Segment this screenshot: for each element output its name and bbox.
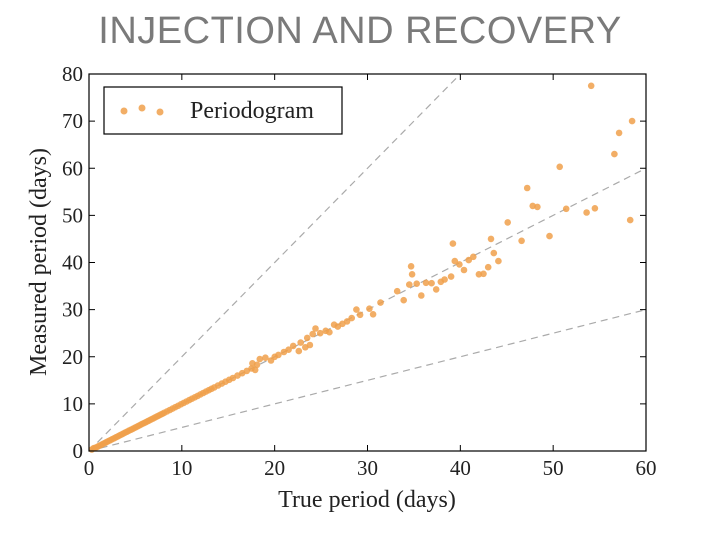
y-tick-label: 10 <box>62 392 83 416</box>
data-point <box>309 330 317 338</box>
data-point <box>316 329 324 337</box>
data-point <box>628 117 636 125</box>
data-point <box>611 150 618 158</box>
data-point <box>487 235 495 243</box>
data-point <box>441 276 448 283</box>
legend-marker <box>120 107 128 115</box>
data-point <box>470 253 477 261</box>
x-tick-label: 10 <box>171 456 192 480</box>
data-point <box>366 305 373 313</box>
data-point <box>422 279 430 287</box>
data-point <box>460 266 468 274</box>
data-point <box>626 216 634 224</box>
x-tick-label: 20 <box>264 456 285 480</box>
data-point <box>523 184 531 192</box>
x-tick-label: 50 <box>543 456 564 480</box>
data-point <box>303 334 311 342</box>
data-point <box>490 249 498 257</box>
axis-ticks <box>88 73 647 452</box>
data-points <box>88 82 636 453</box>
data-point <box>256 355 264 363</box>
data-point <box>343 318 351 325</box>
data-point <box>504 219 512 226</box>
data-point <box>348 314 356 322</box>
data-point <box>312 325 319 332</box>
x-tick-label: 40 <box>450 456 471 480</box>
data-point <box>518 237 525 245</box>
y-tick-label: 40 <box>62 251 83 275</box>
legend-marker <box>156 108 164 116</box>
data-point <box>306 341 314 349</box>
data-point <box>353 306 360 313</box>
data-point <box>562 205 570 213</box>
data-point <box>556 163 563 171</box>
data-point <box>356 311 364 319</box>
x-tick-label: 0 <box>84 456 95 480</box>
data-point <box>408 271 416 278</box>
data-point <box>428 279 435 287</box>
data-point <box>262 354 269 362</box>
data-point <box>393 287 401 295</box>
x-tick-label: 60 <box>636 456 657 480</box>
legend: Periodogram <box>103 86 343 135</box>
data-point <box>295 347 303 355</box>
data-point <box>432 286 440 293</box>
data-point <box>591 205 599 212</box>
y-tick-label: 50 <box>62 203 83 227</box>
data-point <box>297 339 305 346</box>
data-point <box>253 361 261 369</box>
data-point <box>418 292 425 299</box>
data-point <box>465 256 473 264</box>
y-tick-label: 70 <box>62 109 83 133</box>
data-point <box>449 240 457 247</box>
data-point <box>583 209 590 216</box>
data-point <box>289 342 297 350</box>
data-point <box>587 82 595 90</box>
data-point <box>615 129 623 137</box>
data-point <box>407 263 415 270</box>
data-point <box>484 263 492 271</box>
reference-line-2 <box>88 309 647 452</box>
data-point <box>546 232 553 240</box>
data-point <box>275 351 282 359</box>
data-point <box>369 311 377 318</box>
data-point <box>285 346 292 354</box>
legend-marker <box>138 104 146 112</box>
y-tick-label: 0 <box>73 439 84 463</box>
data-point <box>413 280 421 288</box>
data-point <box>400 296 408 304</box>
data-point <box>377 299 384 306</box>
data-point <box>251 366 259 374</box>
y-axis-title: Measured period (days) <box>26 148 52 376</box>
y-tick-label: 60 <box>62 156 83 180</box>
data-point <box>451 257 459 265</box>
y-tick-label: 80 <box>62 62 83 86</box>
data-point <box>326 328 333 336</box>
legend-label: Periodogram <box>190 98 314 124</box>
slide-title: INJECTION AND RECOVERY <box>98 10 622 52</box>
data-point <box>406 281 413 288</box>
data-point <box>447 273 455 280</box>
data-point <box>456 261 463 268</box>
y-tick-label: 20 <box>62 345 83 369</box>
tick-labels: 0 10 20 30 40 50 60 0 10 20 30 40 50 60 70 80 <box>62 62 657 480</box>
reference-line-0 <box>88 73 461 452</box>
data-point <box>480 270 487 278</box>
x-tick-label: 30 <box>357 456 378 480</box>
x-axis-title: True period (days) <box>278 487 456 513</box>
data-point <box>495 257 502 265</box>
data-point <box>534 203 541 211</box>
y-tick-label: 30 <box>62 298 83 322</box>
